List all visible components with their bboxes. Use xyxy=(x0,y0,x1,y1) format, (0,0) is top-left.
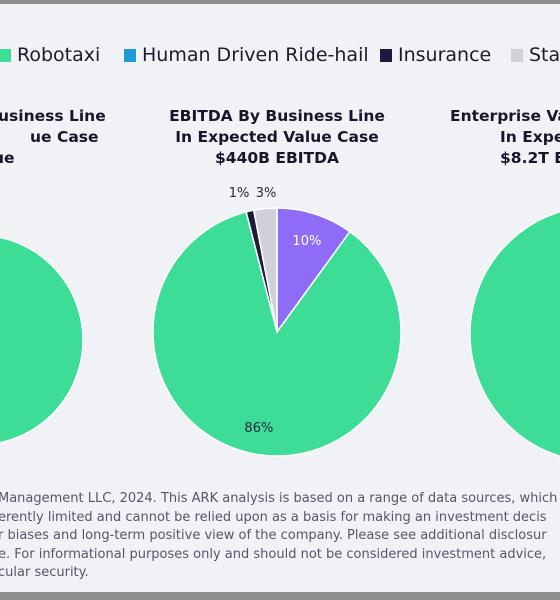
footnote-line-3: r biases and long-term positive view of … xyxy=(0,528,547,543)
footnote-line-2: erently limited and cannot be relied upo… xyxy=(0,509,547,525)
footnote-line-5: cular security. xyxy=(0,565,89,580)
legend: Robotaxi Human Driven Ride-hail Insuranc… xyxy=(0,44,560,70)
pie-label-1-gray-segment: 3% xyxy=(256,186,277,201)
legend-item-human-driven-ride-hail: Human Driven Ride-hail xyxy=(124,44,369,66)
legend-item-stat: Stat xyxy=(511,44,560,66)
chart-panel: Robotaxi Human Driven Ride-hail Insuranc… xyxy=(0,4,560,592)
pie-slice-1-gray-segment xyxy=(252,207,278,333)
legend-label-robotaxi: Robotaxi xyxy=(17,44,101,66)
pie-label-1-purple-segment: 10% xyxy=(292,234,321,249)
chart-title-left: usiness Line ue Case ue xyxy=(0,106,140,169)
footnote: Management LLC, 2024. This ARK analysis … xyxy=(0,490,560,586)
footnote-line-4: e. For informational purposes only and s… xyxy=(0,546,547,562)
legend-swatch-human-driven-ride-hail xyxy=(124,48,136,62)
legend-swatch-robotaxi xyxy=(0,48,11,62)
legend-item-insurance: Insurance xyxy=(380,44,491,66)
legend-label-stat: Stat xyxy=(529,44,560,66)
pie-label-1-robotaxi: 86% xyxy=(244,421,273,436)
legend-item-robotaxi: Robotaxi xyxy=(0,44,100,66)
pie-chart-middle: 10% 86% 1% 3% xyxy=(152,186,402,457)
chart-title-middle-line-3: $440B EBITDA xyxy=(215,149,339,167)
pie-slice-2-robotaxi xyxy=(469,211,560,457)
pie-chart-right: 1 xyxy=(469,211,560,457)
legend-swatch-insurance xyxy=(380,48,392,62)
chart-title-right-line-1: Enterprise Va xyxy=(450,107,560,125)
chart-title-middle: EBITDA By Business Line In Expected Valu… xyxy=(157,106,397,169)
chart-title-middle-line-2: In Expected Value Case xyxy=(175,128,379,146)
legend-label-insurance: Insurance xyxy=(398,44,492,66)
pie-slice-1-robotaxi xyxy=(152,210,402,457)
legend-label-human-driven-ride-hail: Human Driven Ride-hail xyxy=(142,44,369,66)
chart-title-left-line-2: ue Case xyxy=(30,128,99,146)
pie-slice-1-purple-segment xyxy=(276,207,351,335)
footnote-line-1: Management LLC, 2024. This ARK analysis … xyxy=(0,491,558,506)
chart-title-right-line-3: $8.2T E xyxy=(500,149,560,167)
pie-slice-0-robotaxi xyxy=(0,236,84,444)
chart-title-middle-line-1: EBITDA By Business Line xyxy=(169,107,385,125)
chart-title-right: Enterprise Va In Expec $8.2T E xyxy=(440,106,560,169)
chart-title-right-line-2: In Expec xyxy=(500,128,560,146)
chart-title-left-line-3: ue xyxy=(0,149,15,167)
pie-charts: 26% 10% 86% 1% 3% 1 xyxy=(0,186,560,457)
pie-label-1-insurance: 1% xyxy=(229,186,250,201)
pie-chart-left: 26% xyxy=(0,236,84,444)
chart-title-left-line-1: usiness Line xyxy=(0,107,106,125)
legend-swatch-stat xyxy=(511,48,523,62)
